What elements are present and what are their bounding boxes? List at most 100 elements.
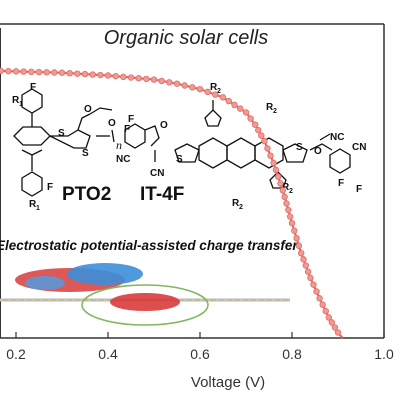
jv-curve-point	[279, 187, 286, 194]
it4f-structure	[124, 100, 351, 189]
x-tick-label: 0.6	[190, 346, 210, 362]
it4f-r2-4-sub: 2	[239, 204, 243, 211]
jv-curve-point	[313, 288, 320, 295]
jv-curve-layer	[0, 67, 344, 339]
jv-curve-point	[328, 319, 336, 326]
jv-curve-point	[231, 101, 238, 109]
jv-curve-point	[158, 77, 165, 85]
pto2-f-top: F	[30, 82, 36, 93]
jv-curve-point	[0, 67, 4, 75]
jv-curve-point	[66, 69, 73, 77]
jv-curve-point	[143, 75, 150, 83]
jv-curve-point	[5, 67, 12, 75]
it4f-f-2: F	[124, 124, 130, 135]
jv-curve-point	[97, 71, 104, 79]
it4f-cn-2: CN	[352, 142, 366, 153]
pto2-r1-top: R	[12, 95, 20, 106]
jv-curve-point	[196, 85, 204, 93]
jv-curve-point	[331, 324, 339, 331]
jv-curve-point	[285, 206, 292, 214]
jv-curve-point	[272, 166, 280, 174]
it4f-r2-1-sub: 2	[217, 88, 221, 95]
jv-curve-point	[322, 307, 329, 315]
jv-curve-point	[212, 91, 219, 98]
x-tick-label: 0.4	[98, 346, 118, 362]
x-ticks: 0.2 0.4 0.6 0.8 1.0	[6, 332, 394, 362]
x-tick-label: 0.8	[282, 346, 302, 362]
jv-curve-point	[237, 105, 244, 112]
jv-curve-point	[74, 70, 81, 77]
pto2-subscript-n: n	[116, 138, 122, 152]
jv-curve-point	[300, 256, 307, 263]
jv-curve-point	[12, 68, 20, 75]
jv-curve-point	[255, 126, 262, 134]
pto2-r1-top-sub: 1	[19, 101, 23, 108]
jv-curve-point	[270, 159, 277, 167]
it4f-nc-2: NC	[330, 132, 344, 143]
pto2-f-bottom: F	[47, 182, 53, 193]
jv-curve-point	[277, 180, 284, 187]
jv-curve-point	[112, 72, 119, 80]
pto2-r1-bottom-sub: 1	[36, 205, 40, 212]
jv-curve-point	[219, 94, 227, 101]
jv-curve-point	[166, 79, 173, 86]
x-axis-label: Voltage (V)	[191, 374, 265, 391]
jv-curve-point	[35, 68, 43, 76]
it4f-f-1: F	[128, 114, 134, 125]
jv-curve-point	[127, 74, 135, 81]
jv-curve-point	[247, 115, 254, 122]
jv-curve-point	[189, 84, 196, 91]
jv-curve-point	[28, 68, 35, 76]
jv-curve-point	[334, 329, 342, 336]
jv-curve-point	[295, 242, 303, 249]
it4f-label: IT-4F	[140, 184, 184, 205]
jv-curve-point	[291, 227, 298, 234]
jv-curve-point	[302, 262, 309, 269]
it4f-s-2: S	[296, 142, 303, 153]
it4f-r2-1: R	[210, 82, 218, 93]
jv-curve-point	[89, 71, 96, 78]
pto2-s-2: S	[82, 148, 89, 159]
jv-curve-point	[288, 219, 296, 227]
jv-curve-point	[325, 314, 332, 321]
it4f-r2-3: R	[282, 182, 290, 193]
jv-curve-point	[286, 213, 294, 220]
jv-curve-point	[298, 250, 305, 257]
jv-curve-point	[281, 193, 288, 201]
jv-curve-point	[307, 274, 314, 282]
pto2-s-1: S	[58, 128, 65, 139]
jv-curve-point	[51, 69, 58, 76]
jv-curve-point	[150, 76, 158, 83]
it4f-r2-2-sub: 2	[273, 108, 277, 115]
jv-curve-point	[251, 121, 259, 128]
chart-title: Organic solar cells	[104, 27, 269, 49]
jv-curve-point	[181, 82, 188, 89]
jv-curve-point	[258, 132, 265, 139]
charge-transfer-illustration	[0, 263, 290, 326]
it4f-r2-2: R	[266, 102, 274, 113]
it4f-o-2: O	[314, 146, 322, 157]
pto2-label: PTO2	[62, 184, 111, 205]
it4f-cn-1: CN	[150, 168, 164, 179]
jv-curve-point	[304, 268, 312, 275]
it4f-r2-4: R	[232, 198, 240, 209]
subtitle-text: Electrostatic potential-assisted charge …	[0, 238, 298, 253]
x-tick-label: 1.0	[374, 346, 394, 362]
pto2-structure	[13, 88, 115, 197]
jv-curve-point	[267, 152, 274, 159]
jv-curve-point	[43, 69, 50, 76]
pto2-o-1: O	[84, 104, 92, 115]
jv-curve-point	[316, 295, 323, 302]
jv-curve-point	[310, 281, 317, 288]
jv-curve-point	[319, 301, 326, 308]
pto2-r1-bottom: R	[29, 199, 37, 210]
jv-curve-point	[275, 173, 282, 180]
it4f-r2-3-sub: 2	[289, 188, 293, 195]
jv-curve-point	[20, 68, 27, 75]
jv-curve-point	[173, 80, 181, 87]
x-tick-label: 0.2	[6, 346, 26, 362]
jv-curve-point	[293, 234, 300, 242]
jv-curve-point	[120, 73, 127, 81]
it4f-s-1: S	[176, 154, 183, 165]
